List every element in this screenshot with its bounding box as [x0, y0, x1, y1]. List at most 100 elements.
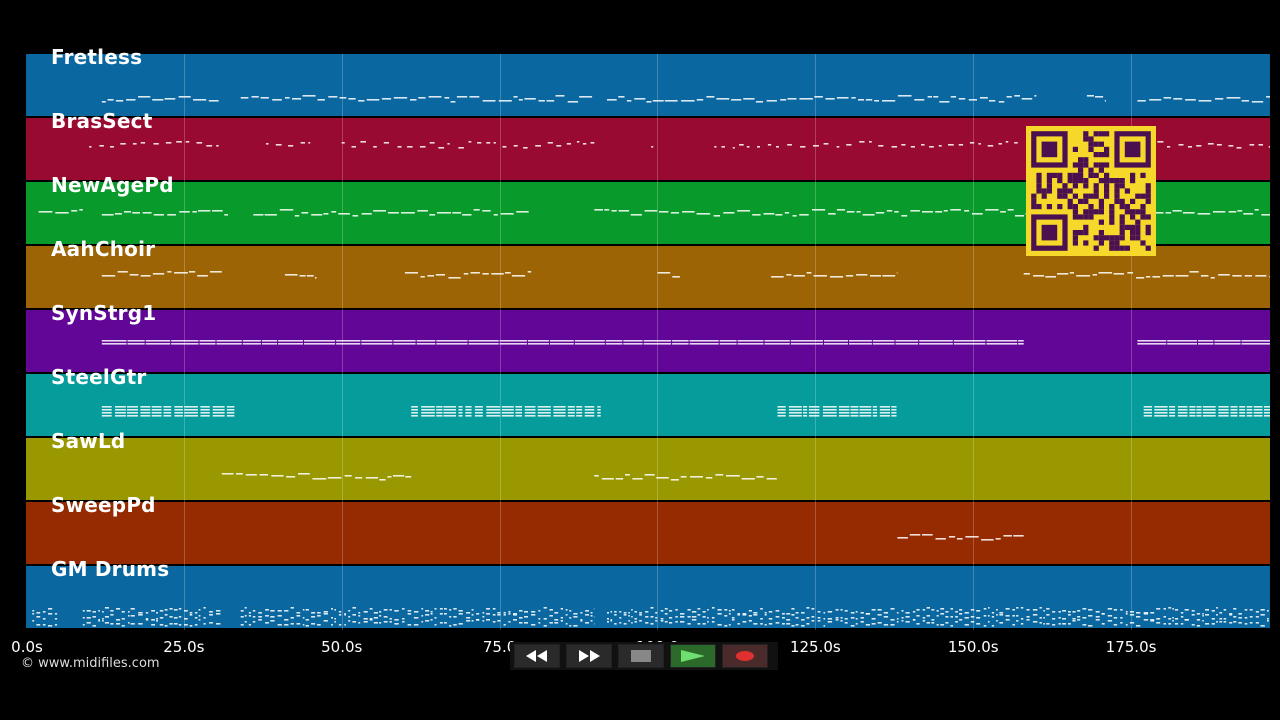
note: [308, 142, 311, 144]
note: [79, 209, 83, 211]
note: [468, 343, 499, 345]
note: [585, 614, 589, 616]
note: [567, 406, 575, 408]
note: [486, 142, 491, 144]
note: [416, 343, 436, 345]
note: [549, 622, 553, 624]
note: [669, 622, 673, 624]
note: [216, 613, 221, 615]
note: [515, 406, 522, 408]
rewind-button[interactable]: [514, 644, 560, 668]
note: [302, 617, 305, 619]
note: [519, 617, 523, 619]
note: [86, 617, 91, 619]
note: [404, 272, 418, 274]
fast-forward-button[interactable]: [566, 644, 612, 668]
note: [331, 617, 333, 619]
note: [743, 98, 755, 100]
note: [209, 611, 213, 613]
note: [862, 214, 875, 216]
note: [856, 274, 868, 276]
note: [159, 624, 164, 626]
note: [1125, 624, 1128, 626]
note: [753, 623, 758, 625]
note: [757, 146, 760, 148]
note: [477, 142, 482, 144]
note: [236, 473, 243, 475]
note: [764, 624, 767, 626]
note: [971, 213, 983, 215]
note: [929, 146, 934, 148]
note: [999, 622, 1004, 624]
note: [1136, 616, 1141, 618]
note: [777, 406, 786, 408]
note: [580, 612, 583, 614]
note: [580, 619, 583, 621]
play-button[interactable]: [670, 644, 716, 668]
note: [597, 415, 601, 417]
note: [453, 624, 457, 626]
note: [872, 406, 878, 408]
note: [466, 617, 471, 619]
note: [171, 340, 199, 342]
note: [1012, 609, 1015, 611]
note: [311, 623, 316, 625]
note: [996, 620, 998, 622]
note: [652, 100, 664, 102]
note: [1068, 614, 1071, 616]
note: [1034, 95, 1037, 97]
track-sawld: SawLd: [26, 429, 1270, 500]
note: [1255, 622, 1259, 624]
note: [216, 610, 221, 612]
note: [169, 608, 173, 610]
note: [849, 340, 872, 342]
note: [200, 406, 210, 408]
note: [167, 214, 176, 216]
note: [413, 617, 419, 619]
note: [184, 610, 188, 612]
note: [128, 622, 130, 624]
note: [896, 621, 899, 623]
note: [931, 622, 935, 624]
note: [926, 615, 930, 617]
note: [623, 612, 627, 614]
note: [986, 343, 1018, 345]
track-name: SweepPd: [51, 493, 156, 517]
note: [516, 211, 529, 213]
note: [567, 101, 579, 103]
note: [872, 340, 895, 342]
rewind-icon: [526, 650, 547, 662]
note: [366, 99, 380, 101]
note: [1167, 343, 1197, 345]
note: [823, 618, 826, 620]
note: [554, 612, 559, 614]
note: [1236, 147, 1242, 149]
note: [752, 214, 761, 216]
note: [515, 415, 522, 417]
note: [824, 343, 848, 345]
note: [285, 97, 290, 99]
note: [936, 624, 939, 626]
note: [560, 608, 563, 610]
note: [402, 618, 405, 620]
note: [167, 271, 172, 273]
record-button[interactable]: [722, 644, 768, 668]
note: [117, 271, 128, 273]
note: [32, 613, 35, 615]
note: [101, 409, 112, 411]
note: [859, 406, 872, 408]
note: [334, 621, 336, 623]
note: [393, 343, 416, 345]
note: [607, 621, 609, 623]
note: [538, 100, 545, 102]
note: [945, 616, 949, 618]
stop-button[interactable]: [618, 644, 664, 668]
note: [373, 210, 386, 212]
note: [874, 100, 879, 102]
note: [882, 275, 896, 277]
note: [334, 618, 336, 620]
note: [897, 537, 908, 539]
note: [827, 621, 833, 623]
note: [1172, 608, 1174, 610]
note: [865, 99, 873, 101]
